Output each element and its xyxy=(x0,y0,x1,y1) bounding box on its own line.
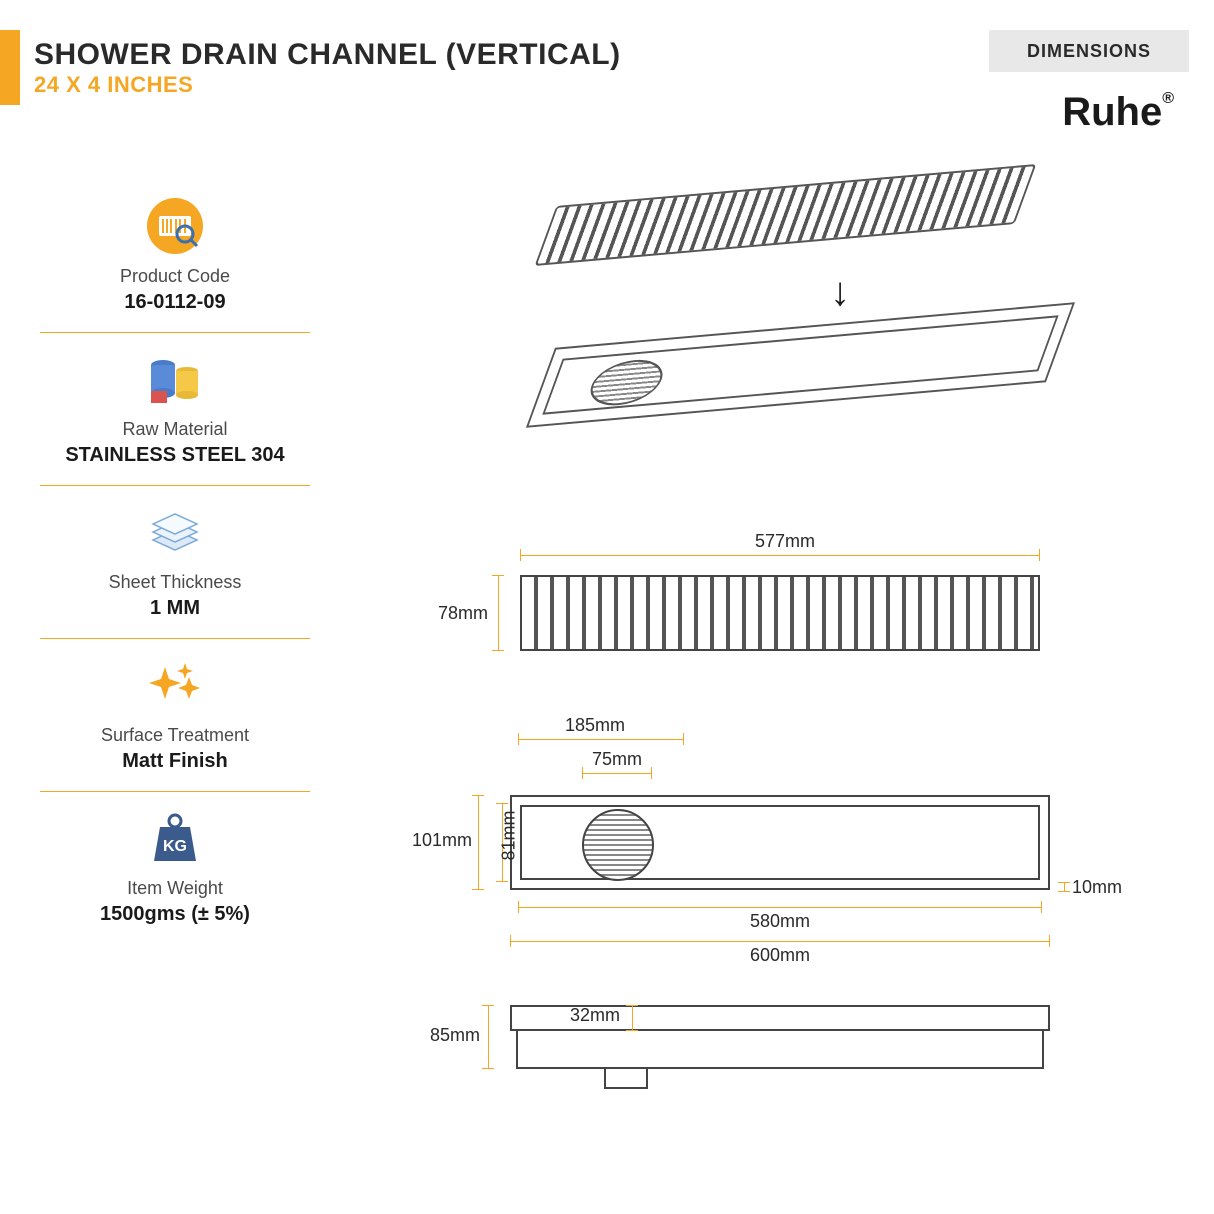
dim-line xyxy=(1064,882,1065,892)
assembly-arrow-icon: ↓ xyxy=(830,270,850,315)
tray-top-view xyxy=(510,795,1050,890)
spec-value: 16-0112-09 xyxy=(40,291,310,314)
dim-tray-inner-w: 580mm xyxy=(750,911,810,932)
dim-tray-inner-h: 81mm xyxy=(499,810,520,860)
spec-label: Sheet Thickness xyxy=(40,572,310,593)
iso-tray xyxy=(515,302,1075,457)
dim-line xyxy=(498,575,499,651)
spec-raw-material: Raw Material STAINLESS STEEL 304 xyxy=(40,333,310,486)
spec-value: Matt Finish xyxy=(40,750,310,773)
dim-line xyxy=(488,1005,489,1069)
header: SHOWER DRAIN CHANNEL (VERTICAL) 24 X 4 I… xyxy=(0,30,639,105)
barcode-icon xyxy=(143,194,207,258)
dim-hole-offset: 185mm xyxy=(565,715,625,736)
dimensions-badge: DIMENSIONS xyxy=(989,30,1189,72)
dim-line xyxy=(518,739,684,740)
dim-line xyxy=(510,941,1050,942)
page-title: SHOWER DRAIN CHANNEL (VERTICAL) xyxy=(34,38,621,72)
dim-tray-lip: 10mm xyxy=(1072,877,1122,898)
spec-sheet-thickness: Sheet Thickness 1 MM xyxy=(40,486,310,639)
dim-grate-height: 78mm xyxy=(438,603,488,624)
spec-item-weight: KG Item Weight 1500gms (± 5%) xyxy=(40,792,310,944)
spec-label: Raw Material xyxy=(40,419,310,440)
dim-line xyxy=(582,773,652,774)
material-icon xyxy=(143,347,207,411)
accent-bar xyxy=(0,30,20,105)
page-subtitle: 24 X 4 INCHES xyxy=(34,72,621,98)
dim-line xyxy=(520,555,1040,556)
spec-label: Surface Treatment xyxy=(40,725,310,746)
dim-tray-outer-w: 600mm xyxy=(750,945,810,966)
dim-line xyxy=(632,1005,633,1031)
sparkle-icon xyxy=(143,653,207,717)
dim-tray-outer-h: 101mm xyxy=(412,830,472,851)
spec-value: 1 MM xyxy=(40,597,310,620)
brand-mark: ® xyxy=(1162,90,1174,107)
dim-hole-dia: 75mm xyxy=(592,749,642,770)
dim-grate-width: 577mm xyxy=(755,531,815,552)
iso-grate xyxy=(524,164,1037,296)
dim-line xyxy=(518,907,1042,908)
header-text: SHOWER DRAIN CHANNEL (VERTICAL) 24 X 4 I… xyxy=(20,30,639,105)
spec-label: Product Code xyxy=(40,266,310,287)
dim-line xyxy=(478,795,479,890)
spec-label: Item Weight xyxy=(40,878,310,899)
brand-logo: Ruhe® xyxy=(1062,90,1174,135)
brand-name: Ruhe xyxy=(1062,90,1162,134)
svg-text:KG: KG xyxy=(163,838,187,855)
spec-surface-treatment: Surface Treatment Matt Finish xyxy=(40,639,310,792)
dim-flange-h: 32mm xyxy=(570,1005,620,1026)
dim-total-h: 85mm xyxy=(430,1025,480,1046)
spec-value: 1500gms (± 5%) xyxy=(40,903,310,926)
specs-column: Product Code 16-0112-09 Raw Material STA… xyxy=(40,180,310,944)
weight-icon: KG xyxy=(143,806,207,870)
grate-top-view xyxy=(520,575,1040,651)
sheets-icon xyxy=(143,500,207,564)
diagram-area: ↓ 577mm 78mm 185mm 75mm 101mm 81mm 580mm… xyxy=(360,175,1160,1175)
spec-value: STAINLESS STEEL 304 xyxy=(40,444,310,467)
spec-product-code: Product Code 16-0112-09 xyxy=(40,180,310,333)
